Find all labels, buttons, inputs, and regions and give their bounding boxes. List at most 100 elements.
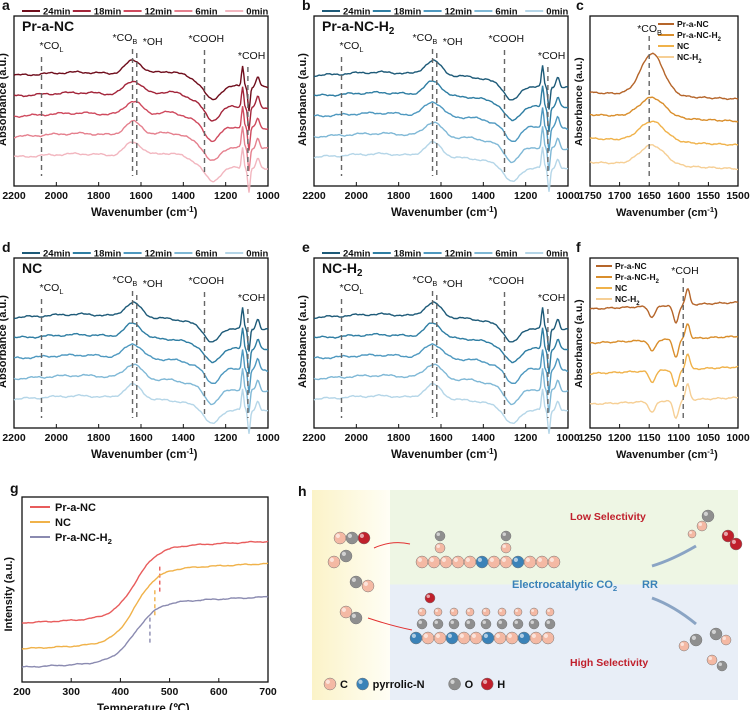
- panel_e-x-tick-label: 1000: [556, 432, 580, 444]
- panel_b-series-6min: [313, 121, 569, 171]
- o-atom-highlight: [502, 532, 506, 536]
- panel_d-letter: d: [2, 239, 11, 255]
- o-atom-body: [349, 575, 363, 589]
- c-atom-highlight: [363, 581, 368, 587]
- c-atom: [720, 634, 732, 646]
- panel_h-atom-legend-C: [323, 677, 337, 691]
- c-atom-highlight: [483, 609, 486, 612]
- c-atom-highlight: [329, 557, 334, 563]
- panel_a-legend-label: 6min: [195, 7, 217, 18]
- chain-atom-body: [523, 555, 537, 569]
- chain-atom: [499, 555, 513, 569]
- chain-atom: [439, 555, 453, 569]
- c-atom-highlight: [502, 544, 506, 548]
- panel_f-x-tick-label: 1100: [667, 432, 690, 444]
- chain-atom: [493, 631, 507, 645]
- panel_a-series-6min: [14, 119, 269, 172]
- o-atom-highlight: [450, 620, 454, 624]
- o-atom: [544, 618, 556, 630]
- panel_c-xlabel: Wavenumber (cm-1): [616, 205, 718, 219]
- panel_h-atom-legend-pyrrolic-N-body: [356, 677, 369, 691]
- panel_e-peak-label: *COH: [538, 292, 565, 304]
- panel_f-xlabel: Wavenumber (cm-1): [616, 447, 718, 461]
- o-atom-body: [528, 618, 540, 630]
- panel_g-legend-label: NC: [55, 517, 71, 529]
- panel_d-legend-label: 18min: [94, 249, 122, 260]
- o-atom: [464, 618, 476, 630]
- panel_d-series-6min: [13, 363, 269, 413]
- panel_b-x-tick-label: 1600: [429, 190, 453, 202]
- chain-atom-highlight: [411, 633, 416, 639]
- panel_e-peak-label: *COL: [340, 282, 364, 296]
- panel_g-series-Pr-a-NC-H: [21, 595, 269, 668]
- chain-atom-highlight: [471, 633, 476, 639]
- panel_h-atom-legend-C-highlight: [325, 679, 330, 685]
- o-atom: [512, 618, 524, 630]
- panel_b-legend-label: 24min: [343, 7, 371, 18]
- o-atom: [448, 618, 460, 630]
- panel_e-peak-label: *OH: [443, 278, 463, 290]
- panel_a-peak-label: *COL: [40, 40, 64, 54]
- panel_h-arrow: [367, 617, 413, 631]
- h-atom: [729, 537, 743, 551]
- c-atom-body: [434, 542, 446, 554]
- o-atom-body: [709, 627, 723, 641]
- panel_a-x-tick-label: 2200: [2, 190, 26, 202]
- panel_h-arrow: [373, 542, 411, 549]
- o-atom-body: [544, 618, 556, 630]
- c-atom-body: [481, 607, 491, 617]
- panel_f-x-tick-label: 1050: [697, 432, 721, 444]
- o-atom-highlight: [341, 551, 346, 557]
- panel_c-x-tick-label: 1700: [608, 190, 632, 202]
- chain-atom: [457, 631, 471, 645]
- panel_e-peak-label: *COOH: [489, 275, 525, 287]
- c-atom: [529, 607, 539, 617]
- c-atom-highlight: [341, 607, 346, 613]
- panel_a-legend-label: 0min: [246, 7, 268, 18]
- c-atom: [327, 555, 341, 569]
- chain-atom-highlight: [477, 557, 482, 563]
- chain-atom-body: [529, 631, 543, 645]
- c-atom-body: [465, 607, 475, 617]
- panel_f-ylabel: Absorbance (a.u.): [573, 299, 585, 388]
- c-atom-body: [500, 542, 512, 554]
- panel_a-ylabel: Absorbance (a.u.): [0, 53, 9, 146]
- panel_a-legend-label: 24min: [43, 7, 71, 18]
- o-atom: [528, 618, 540, 630]
- c-atom-highlight: [499, 609, 502, 612]
- o-atom-highlight: [482, 620, 486, 624]
- panel_f-x-tick-label: 1150: [638, 432, 661, 444]
- c-atom-highlight: [451, 609, 454, 612]
- chain-atom-highlight: [423, 633, 428, 639]
- panel_e-x-tick-label: 1200: [514, 432, 538, 444]
- panel_g-axes: [21, 496, 269, 683]
- c-atom: [339, 605, 353, 619]
- panel_e-letter: e: [302, 239, 310, 255]
- o-atom-body: [480, 618, 492, 630]
- chain-atom-highlight: [543, 633, 549, 639]
- chain-atom: [481, 631, 495, 645]
- panel_c-x-tick-label: 1500: [726, 190, 750, 202]
- chain-atom: [541, 631, 555, 645]
- chain-atom-body: [481, 631, 495, 645]
- panel_e-peak-label: *COB: [413, 274, 438, 288]
- panel_h-atom-legend-H-highlight: [483, 679, 488, 685]
- panel_e-x-tick-label: 2200: [302, 432, 326, 444]
- panel_b-series-18min: [313, 80, 568, 132]
- h-atom-highlight: [723, 531, 729, 537]
- chain-atom: [463, 555, 477, 569]
- o-atom-highlight: [434, 620, 438, 624]
- panel_e-series-24min: [313, 301, 569, 352]
- o-atom-highlight: [498, 620, 502, 624]
- chain-atom-body: [427, 555, 441, 569]
- panel_d-x-tick-label: 1400: [172, 432, 196, 444]
- panel_e-ylabel: Absorbance (a.u.): [297, 295, 309, 388]
- panel_c-series-NC: [589, 120, 739, 147]
- chain-atom-body: [463, 555, 477, 569]
- o-atom-body: [716, 660, 728, 672]
- chain-atom-highlight: [495, 633, 500, 639]
- panel_a-peak-label: *OH: [143, 36, 163, 48]
- c-atom-highlight: [335, 533, 340, 539]
- panel_h-letter: h: [298, 483, 307, 499]
